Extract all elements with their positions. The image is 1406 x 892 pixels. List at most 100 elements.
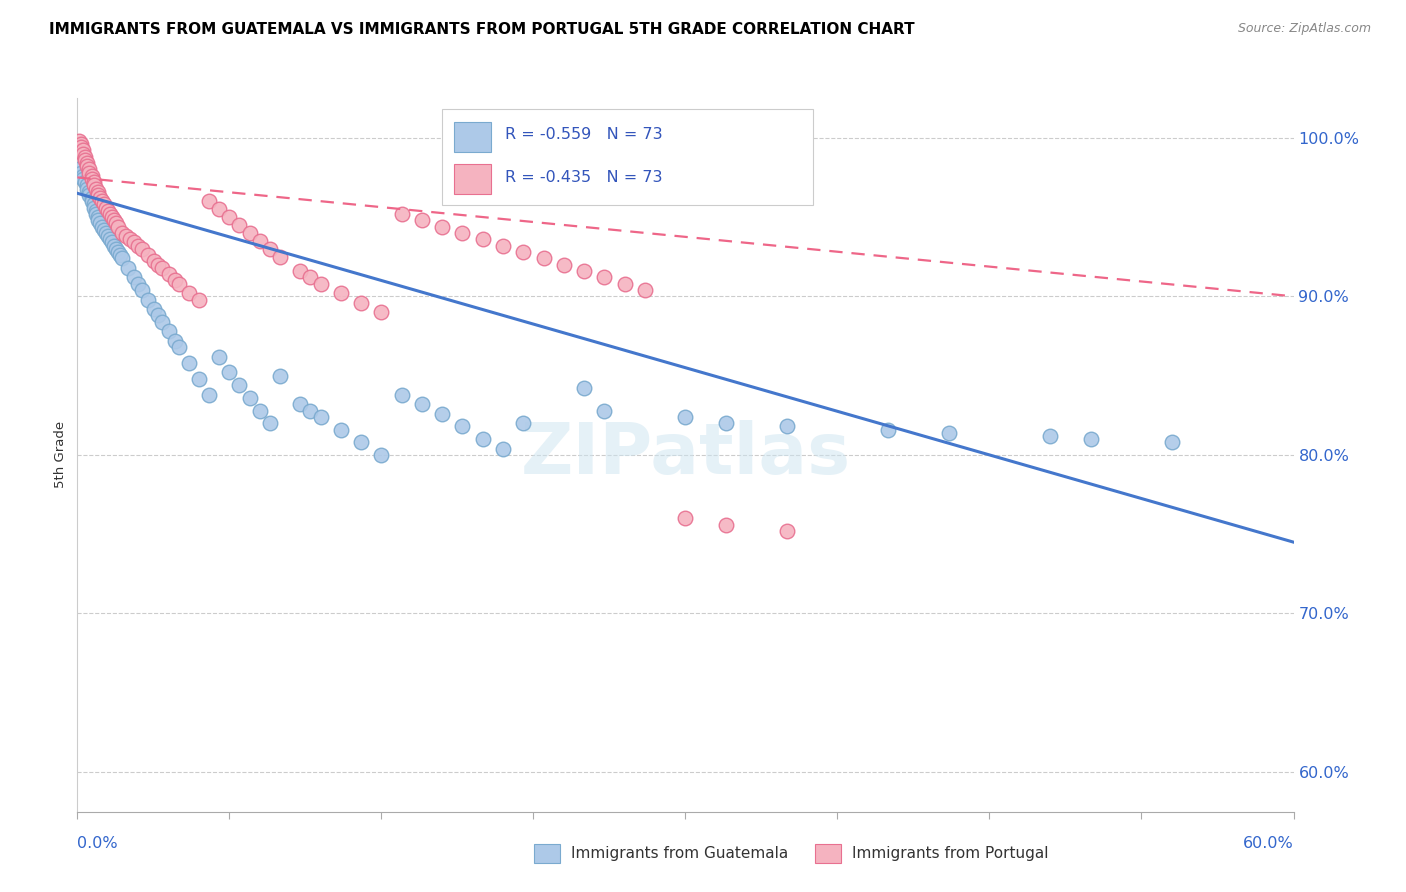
- Point: [432, 407, 454, 421]
- Point: [94, 226, 117, 240]
- Point: [84, 203, 107, 218]
- Point: [391, 207, 413, 221]
- Point: [198, 194, 221, 209]
- Text: ZIPatlas: ZIPatlas: [520, 420, 851, 490]
- Point: [208, 202, 231, 216]
- Point: [329, 286, 352, 301]
- Point: [148, 309, 170, 323]
- Text: IMMIGRANTS FROM GUATEMALA VS IMMIGRANTS FROM PORTUGAL 5TH GRADE CORRELATION CHAR: IMMIGRANTS FROM GUATEMALA VS IMMIGRANTS …: [49, 22, 915, 37]
- Point: [152, 260, 174, 275]
- Point: [167, 340, 190, 354]
- Point: [111, 252, 134, 266]
- Point: [188, 372, 211, 386]
- Point: [118, 232, 141, 246]
- Point: [572, 264, 595, 278]
- Point: [131, 242, 153, 256]
- Point: [411, 397, 433, 411]
- Point: [299, 403, 322, 417]
- Point: [329, 423, 352, 437]
- Point: [167, 277, 190, 291]
- Point: [72, 169, 94, 183]
- Point: [512, 244, 534, 259]
- Point: [86, 187, 108, 202]
- Point: [177, 356, 200, 370]
- Point: [432, 219, 454, 234]
- Point: [249, 403, 271, 417]
- Point: [80, 169, 103, 183]
- Point: [370, 305, 392, 319]
- Point: [157, 267, 180, 281]
- Point: [675, 511, 697, 525]
- Point: [98, 207, 121, 221]
- Point: [86, 213, 108, 227]
- Point: [79, 166, 101, 180]
- Point: [938, 425, 960, 440]
- Point: [553, 258, 575, 272]
- Point: [451, 419, 474, 434]
- Point: [163, 273, 186, 287]
- Point: [103, 213, 125, 227]
- Point: [101, 210, 124, 224]
- Point: [86, 210, 108, 224]
- Point: [593, 270, 616, 285]
- Point: [83, 175, 105, 189]
- Text: Source: ZipAtlas.com: Source: ZipAtlas.com: [1237, 22, 1371, 36]
- Point: [76, 156, 98, 170]
- Point: [259, 242, 281, 256]
- Point: [370, 448, 392, 462]
- Point: [72, 146, 94, 161]
- Point: [152, 315, 174, 329]
- Point: [131, 283, 153, 297]
- Point: [471, 432, 494, 446]
- Point: [411, 213, 433, 227]
- Point: [104, 242, 127, 256]
- Point: [70, 137, 93, 152]
- Point: [188, 293, 211, 307]
- Point: [111, 226, 134, 240]
- Point: [593, 403, 616, 417]
- Point: [80, 194, 103, 209]
- Point: [218, 366, 240, 380]
- Point: [83, 178, 105, 193]
- Point: [259, 416, 281, 430]
- Point: [877, 423, 900, 437]
- FancyBboxPatch shape: [454, 164, 491, 194]
- Point: [613, 277, 636, 291]
- Point: [79, 185, 101, 199]
- Point: [136, 293, 159, 307]
- Point: [75, 150, 97, 164]
- Point: [239, 226, 262, 240]
- Point: [228, 218, 250, 232]
- Text: R = -0.435   N = 73: R = -0.435 N = 73: [505, 169, 662, 185]
- Point: [86, 185, 108, 199]
- Point: [309, 409, 332, 424]
- Point: [84, 207, 107, 221]
- Point: [249, 234, 271, 248]
- Point: [90, 194, 112, 209]
- Point: [101, 235, 124, 250]
- Point: [143, 254, 166, 268]
- Point: [70, 166, 93, 180]
- Point: [143, 301, 166, 316]
- Point: [290, 264, 312, 278]
- Point: [309, 277, 332, 291]
- Point: [115, 229, 138, 244]
- Point: [117, 260, 139, 275]
- Point: [512, 416, 534, 430]
- Point: [634, 283, 657, 297]
- Point: [67, 134, 90, 148]
- Point: [108, 248, 131, 262]
- Point: [93, 223, 115, 237]
- Point: [107, 219, 129, 234]
- Text: 0.0%: 0.0%: [77, 836, 118, 850]
- Point: [122, 270, 145, 285]
- Point: [89, 216, 111, 230]
- Point: [89, 191, 111, 205]
- Point: [76, 178, 98, 193]
- Point: [83, 197, 105, 211]
- FancyBboxPatch shape: [454, 121, 491, 152]
- Point: [269, 250, 291, 264]
- Point: [79, 162, 101, 177]
- Text: Immigrants from Portugal: Immigrants from Portugal: [852, 847, 1049, 861]
- Point: [67, 162, 90, 177]
